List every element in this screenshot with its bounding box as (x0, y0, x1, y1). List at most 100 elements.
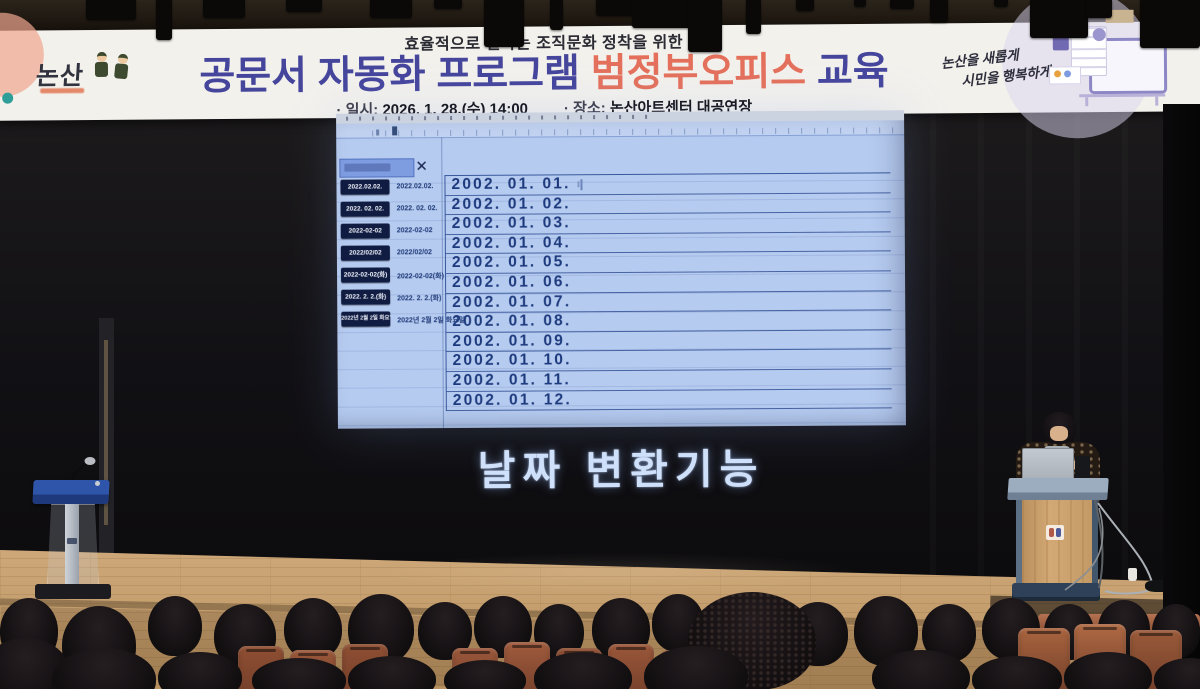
document-area: ✕ 2022.02.02. 2022.02.02. 2022. 02. 02. 202… (336, 120, 906, 429)
stage-light-fixture (994, 0, 1008, 7)
ruler-margin-marker (376, 129, 380, 136)
date-format-row: 2022년 2월 2일 화요일 2022년 2월 2일 화요일 (341, 311, 465, 327)
desk-leg (1085, 97, 1089, 107)
podium-box (1075, 456, 1090, 482)
floor-reflection (380, 552, 860, 594)
paper-cup (1128, 568, 1137, 581)
date-cell-text: 2002. 01. 05. (451, 253, 572, 272)
date-cell-row: 2002. 01. 07. (446, 290, 892, 314)
text-cursor (580, 179, 583, 191)
stage-light-fixture (484, 0, 524, 47)
stage-light-fixture (1086, 0, 1112, 18)
date-cell-row: 2002. 01. 04. (445, 232, 891, 255)
date-format-row: 2022-02-02 2022-02-02 (340, 223, 453, 239)
podium-base (1012, 583, 1100, 597)
stage-light-fixture (596, 0, 642, 16)
date-format-label: 2022-02-02(화) (397, 273, 444, 281)
date-cell-row: 2002. 01. 09. (446, 330, 892, 353)
stage-light-rig (0, 0, 1200, 70)
ruler-tab-marker (392, 126, 398, 136)
desk-icon (1079, 93, 1166, 98)
date-cell-text: 2002. 01. 09. (452, 332, 572, 350)
podium-body (1022, 500, 1092, 585)
stage-light-fixture (86, 0, 136, 20)
date-cell-row: 2002. 01. 05. (445, 251, 892, 275)
stage-light-fixture (434, 0, 462, 9)
date-format-row: 2022-02-02(화) 2022-02-02(화) (340, 267, 453, 283)
lectern-logo (67, 538, 77, 544)
acrylic-lectern (25, 450, 125, 605)
date-format-label: 2022-02-02 (396, 227, 433, 235)
stage-light-fixture (203, 0, 245, 18)
stage-light-fixture (688, 0, 722, 52)
date-cell-text: 2002. 01. 02. (451, 194, 571, 213)
projection-screen: ✕ 2022.02.02. 2022.02.02. 2022. 02. 02. 202… (336, 110, 906, 429)
banner-decor-dot (2, 92, 14, 104)
ruler (336, 120, 905, 139)
stage-light-fixture (286, 0, 322, 12)
presenter-face (1050, 426, 1068, 441)
date-format-label: 2022.02.02. (396, 183, 434, 191)
date-format-row: 2022/02/02 2022/02/02 (340, 245, 453, 261)
podium-mascot-sticker (1046, 525, 1064, 540)
date-cell-row: 2002. 01. 02. (445, 192, 891, 216)
date-format-button: 2022/02/02 (340, 245, 390, 261)
chart-dot-icon (1064, 70, 1072, 78)
stage-light-fixture (632, 0, 694, 28)
lectern-column (65, 504, 79, 586)
podium-side-panel (1016, 500, 1024, 585)
date-rows: 2002. 01. 01. 2002. 01. 02. 2002. 01. 03. 2… (445, 173, 892, 412)
date-format-button: 2022.02.02. (340, 179, 390, 195)
date-format-button: 2022. 2. 2.(화) (341, 289, 391, 305)
stage-light-fixture (930, 0, 948, 22)
date-cell-row: 2002. 01. 11. (446, 369, 892, 392)
date-cell-text: 2002. 01. 11. (452, 371, 571, 389)
date-format-label: 2022/02/02 (396, 249, 432, 257)
date-format-row: 2022.02.02. 2022.02.02. (340, 179, 452, 195)
chart-dot-icon (1054, 70, 1062, 78)
date-cell-text: 2002. 01. 10. (452, 351, 572, 370)
date-cell-row: 2002. 01. 10. (446, 349, 892, 373)
stage-light-fixture (1030, 0, 1088, 38)
stage-light-fixture (890, 0, 914, 9)
stage-light-fixture (796, 0, 814, 11)
date-cell-text: 2002. 01. 08. (452, 312, 572, 331)
date-format-button: 2022년 2월 2일 화요일 (341, 311, 391, 327)
date-cell-row: 2002. 01. 12. (446, 388, 892, 412)
stage-light-fixture (854, 0, 866, 7)
close-icon: ✕ (415, 158, 428, 176)
date-format-label: 2022. 02. 02. (396, 205, 438, 213)
lectern-base (35, 584, 111, 599)
date-cell-row: 2002. 01. 03. (445, 212, 891, 235)
date-cell-row: 2002. 01. 08. (446, 310, 892, 333)
presenter-area (995, 400, 1195, 610)
stage-light-fixture (746, 0, 761, 34)
lectern-mic-mount (95, 481, 100, 486)
date-cell-text: 2002. 01. 12. (452, 390, 572, 409)
slide-caption: 날짜 변환기능 (477, 446, 765, 494)
date-cell-row: 2002. 01. 06. (446, 271, 892, 294)
date-format-row: 2022. 02. 02. 2022. 02. 02. (340, 201, 453, 217)
curtain-gap-light (104, 340, 108, 525)
stage-light-fixture (370, 0, 412, 18)
date-cell-text: 2002. 01. 07. (452, 292, 572, 311)
stage-light-fixture (1140, 0, 1200, 48)
podium-side-panel (1090, 500, 1098, 585)
side-wall (1163, 104, 1200, 689)
date-cell-text: 2002. 01. 03. (451, 214, 571, 233)
date-input-selected (339, 158, 415, 178)
stage-light-fixture (550, 0, 563, 30)
date-format-button: 2022. 02. 02. (340, 201, 390, 217)
date-table: 2002. 01. 01. 2002. 01. 02. 2002. 01. 03. 2… (444, 172, 892, 412)
date-cell-text: 2002. 01. 06. (452, 273, 572, 292)
date-format-row: 2022. 2. 2.(화) 2022. 2. 2.(화) (341, 289, 453, 305)
date-cell-text: 2002. 01. 01. (451, 175, 571, 194)
date-format-label: 2022. 2. 2.(화) (397, 295, 442, 303)
date-format-button: 2022-02-02(화) (340, 267, 391, 283)
desk-leg (1155, 96, 1159, 106)
date-format-button: 2022-02-02 (340, 223, 390, 239)
date-cell-text: 2002. 01. 04. (451, 234, 571, 252)
date-cell-row: 2002. 01. 01. (445, 173, 891, 196)
stage-light-fixture (156, 0, 172, 40)
